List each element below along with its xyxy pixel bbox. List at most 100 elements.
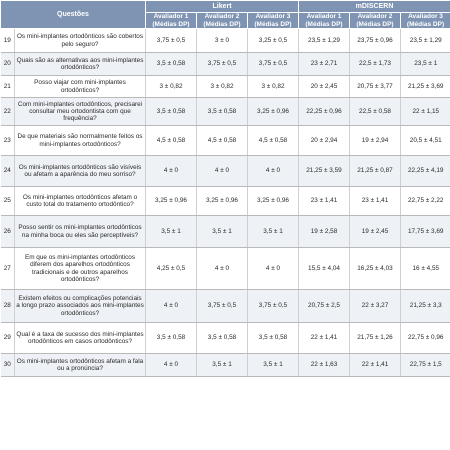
question-number: 23 — [0, 125, 15, 156]
score-cell: 23,5 ± 1,29 — [399, 28, 450, 53]
score-cell: 3,5 ± 1 — [145, 215, 197, 248]
question-number: 22 — [0, 97, 15, 126]
score-cell: 4,25 ± 0,5 — [145, 247, 197, 290]
question-text: Posso sentir os mini-implantes ortodônti… — [14, 215, 146, 248]
question-number: 24 — [0, 155, 15, 187]
score-cell: 22 ± 1,15 — [399, 97, 450, 126]
score-cell: 4 ± 0 — [145, 353, 197, 377]
score-cell: 3 ± 0,82 — [196, 75, 248, 98]
question-number: 27 — [0, 247, 15, 290]
score-cell: 23 ± 2,71 — [298, 52, 350, 76]
question-text: Posso viajar com mini-implantes ortodônt… — [14, 75, 146, 98]
score-cell: 15,5 ± 4,04 — [298, 247, 350, 290]
table-row: 26 Posso sentir os mini-implantes ortodôn… — [0, 215, 450, 248]
score-cell: 3,5 ± 1 — [247, 353, 299, 377]
score-cell: 21,25 ± 3,3 — [399, 289, 450, 323]
score-cell: 22 ± 1,63 — [298, 353, 350, 377]
score-cell: 23,5 ± 1,29 — [298, 28, 350, 53]
table-row: 25 Os mini-implantes ortodônticos afetam … — [0, 186, 450, 216]
score-cell: 19 ± 2,45 — [349, 215, 401, 248]
table-header: Questões Likert mDISCERN Avaliador 1 (Méd… — [0, 0, 450, 29]
question-text: De que materiais são normalmente feitos … — [14, 125, 146, 156]
table-row: 30 Os mini-implantes ortodônticos afetam … — [0, 353, 450, 377]
question-text: Qual é a taxa de sucesso dos mini-implan… — [14, 322, 146, 354]
question-number: 30 — [0, 353, 15, 377]
score-cell: 4 ± 0 — [196, 247, 248, 290]
table-row: 28 Existem efeitos ou complicações potenc… — [0, 289, 450, 323]
score-cell: 22,75 ± 0,96 — [399, 322, 450, 354]
score-cell: 3,5 ± 0,58 — [196, 322, 248, 354]
score-cell: 3,25 ± 0,96 — [247, 97, 299, 126]
score-cell: 4,5 ± 0,58 — [196, 125, 248, 156]
table-row: 19 Os mini-implantes ortodônticos são cob… — [0, 28, 450, 53]
score-cell: 22,25 ± 4,19 — [399, 155, 450, 187]
score-cell: 20 ± 2,45 — [298, 75, 350, 98]
question-text: Os mini-implantes ortodônticos afetam a … — [14, 353, 146, 377]
column-header: Avaliador 1 (Médias DP) — [145, 12, 197, 29]
score-cell: 21,75 ± 1,26 — [349, 322, 401, 354]
score-cell: 21,25 ± 0,87 — [349, 155, 401, 187]
score-cell: 3,75 ± 0,5 — [247, 52, 299, 76]
mdiscern-group-header: mDISCERN — [297, 0, 450, 13]
score-cell: 3,5 ± 0,58 — [247, 322, 299, 354]
score-cell: 17,75 ± 3,69 — [399, 215, 450, 248]
score-cell: 22,75 ± 2,22 — [399, 186, 450, 216]
table-row: 21 Posso viajar com mini-implantes ortodô… — [0, 75, 450, 98]
score-cell: 16,25 ± 4,03 — [349, 247, 401, 290]
question-text: Quais são as alternativas aos mini-impla… — [14, 52, 146, 76]
table-row: 22 Com mini-implantes ortodônticos, preci… — [0, 97, 450, 126]
score-cell: 21,25 ± 3,59 — [298, 155, 350, 187]
score-cell: 23 ± 1,41 — [298, 186, 350, 216]
score-cell: 22 ± 1,41 — [298, 322, 350, 354]
question-text: Os mini-implantes ortodônticos são visív… — [14, 155, 146, 187]
column-header: Avaliador 2 (Médias DP) — [349, 12, 401, 29]
score-cell: 3,25 ± 0,96 — [196, 186, 248, 216]
likert-group-header: Likert — [145, 0, 299, 13]
score-cell: 3,5 ± 0,58 — [145, 322, 197, 354]
column-header: Avaliador 3 (Médias DP) — [399, 12, 450, 29]
score-cell: 22,25 ± 0,96 — [298, 97, 350, 126]
score-cell: 3,5 ± 1 — [196, 215, 248, 248]
question-text: Com mini-implantes ortodônticos, precisa… — [14, 97, 146, 126]
score-cell: 4 ± 0 — [145, 155, 197, 187]
score-cell: 16 ± 4,55 — [399, 247, 450, 290]
column-header: Avaliador 3 (Médias DP) — [247, 12, 299, 29]
question-text: Existem efeitos ou complicações potencia… — [14, 289, 146, 323]
score-cell: 4 ± 0 — [247, 155, 299, 187]
score-cell: 22,75 ± 1,5 — [399, 353, 450, 377]
score-cell: 3,75 ± 0,5 — [196, 289, 248, 323]
score-cell: 19 ± 2,58 — [298, 215, 350, 248]
table-row: 23 De que materiais são normalmente feito… — [0, 125, 450, 156]
score-cell: 4 ± 0 — [196, 155, 248, 187]
column-header: Avaliador 1 (Médias DP) — [298, 12, 350, 29]
table-row: 24 Os mini-implantes ortodônticos são vis… — [0, 155, 450, 187]
score-cell: 3,75 ± 0,5 — [247, 289, 299, 323]
question-number: 25 — [0, 186, 15, 216]
score-cell: 4 ± 0 — [247, 247, 299, 290]
score-cell: 23,75 ± 0,96 — [349, 28, 401, 53]
score-cell: 3,5 ± 1 — [196, 353, 248, 377]
score-cell: 3,25 ± 0,96 — [247, 186, 299, 216]
question-text: Os mini-implantes ortodônticos afetam o … — [14, 186, 146, 216]
question-number: 29 — [0, 322, 15, 354]
questions-header: Questões — [0, 0, 146, 29]
score-cell: 3,5 ± 1 — [247, 215, 299, 248]
column-header: Avaliador 2 (Médias DP) — [196, 12, 248, 29]
question-number: 20 — [0, 52, 15, 76]
score-cell: 3 ± 0,82 — [145, 75, 197, 98]
score-cell: 22 ± 3,27 — [349, 289, 401, 323]
score-cell: 21,25 ± 3,69 — [399, 75, 450, 98]
score-cell: 19 ± 2,94 — [349, 125, 401, 156]
score-cell: 3,25 ± 0,5 — [247, 28, 299, 53]
score-cell: 3,25 ± 0,96 — [145, 186, 197, 216]
table-row: 20 Quais são as alternativas aos mini-imp… — [0, 52, 450, 76]
score-cell: 3,75 ± 0,5 — [145, 28, 197, 53]
table-row: 27 Em que os mini-implantes ortodônticos … — [0, 247, 450, 290]
ratings-table: Questões Likert mDISCERN Avaliador 1 (Méd… — [0, 0, 450, 377]
table-body: 19 Os mini-implantes ortodônticos são cob… — [0, 28, 450, 377]
question-text: Em que os mini-implantes ortodônticos di… — [14, 247, 146, 290]
question-number: 26 — [0, 215, 15, 248]
score-cell: 20,5 ± 4,51 — [399, 125, 450, 156]
score-cell: 3,5 ± 0,58 — [196, 97, 248, 126]
